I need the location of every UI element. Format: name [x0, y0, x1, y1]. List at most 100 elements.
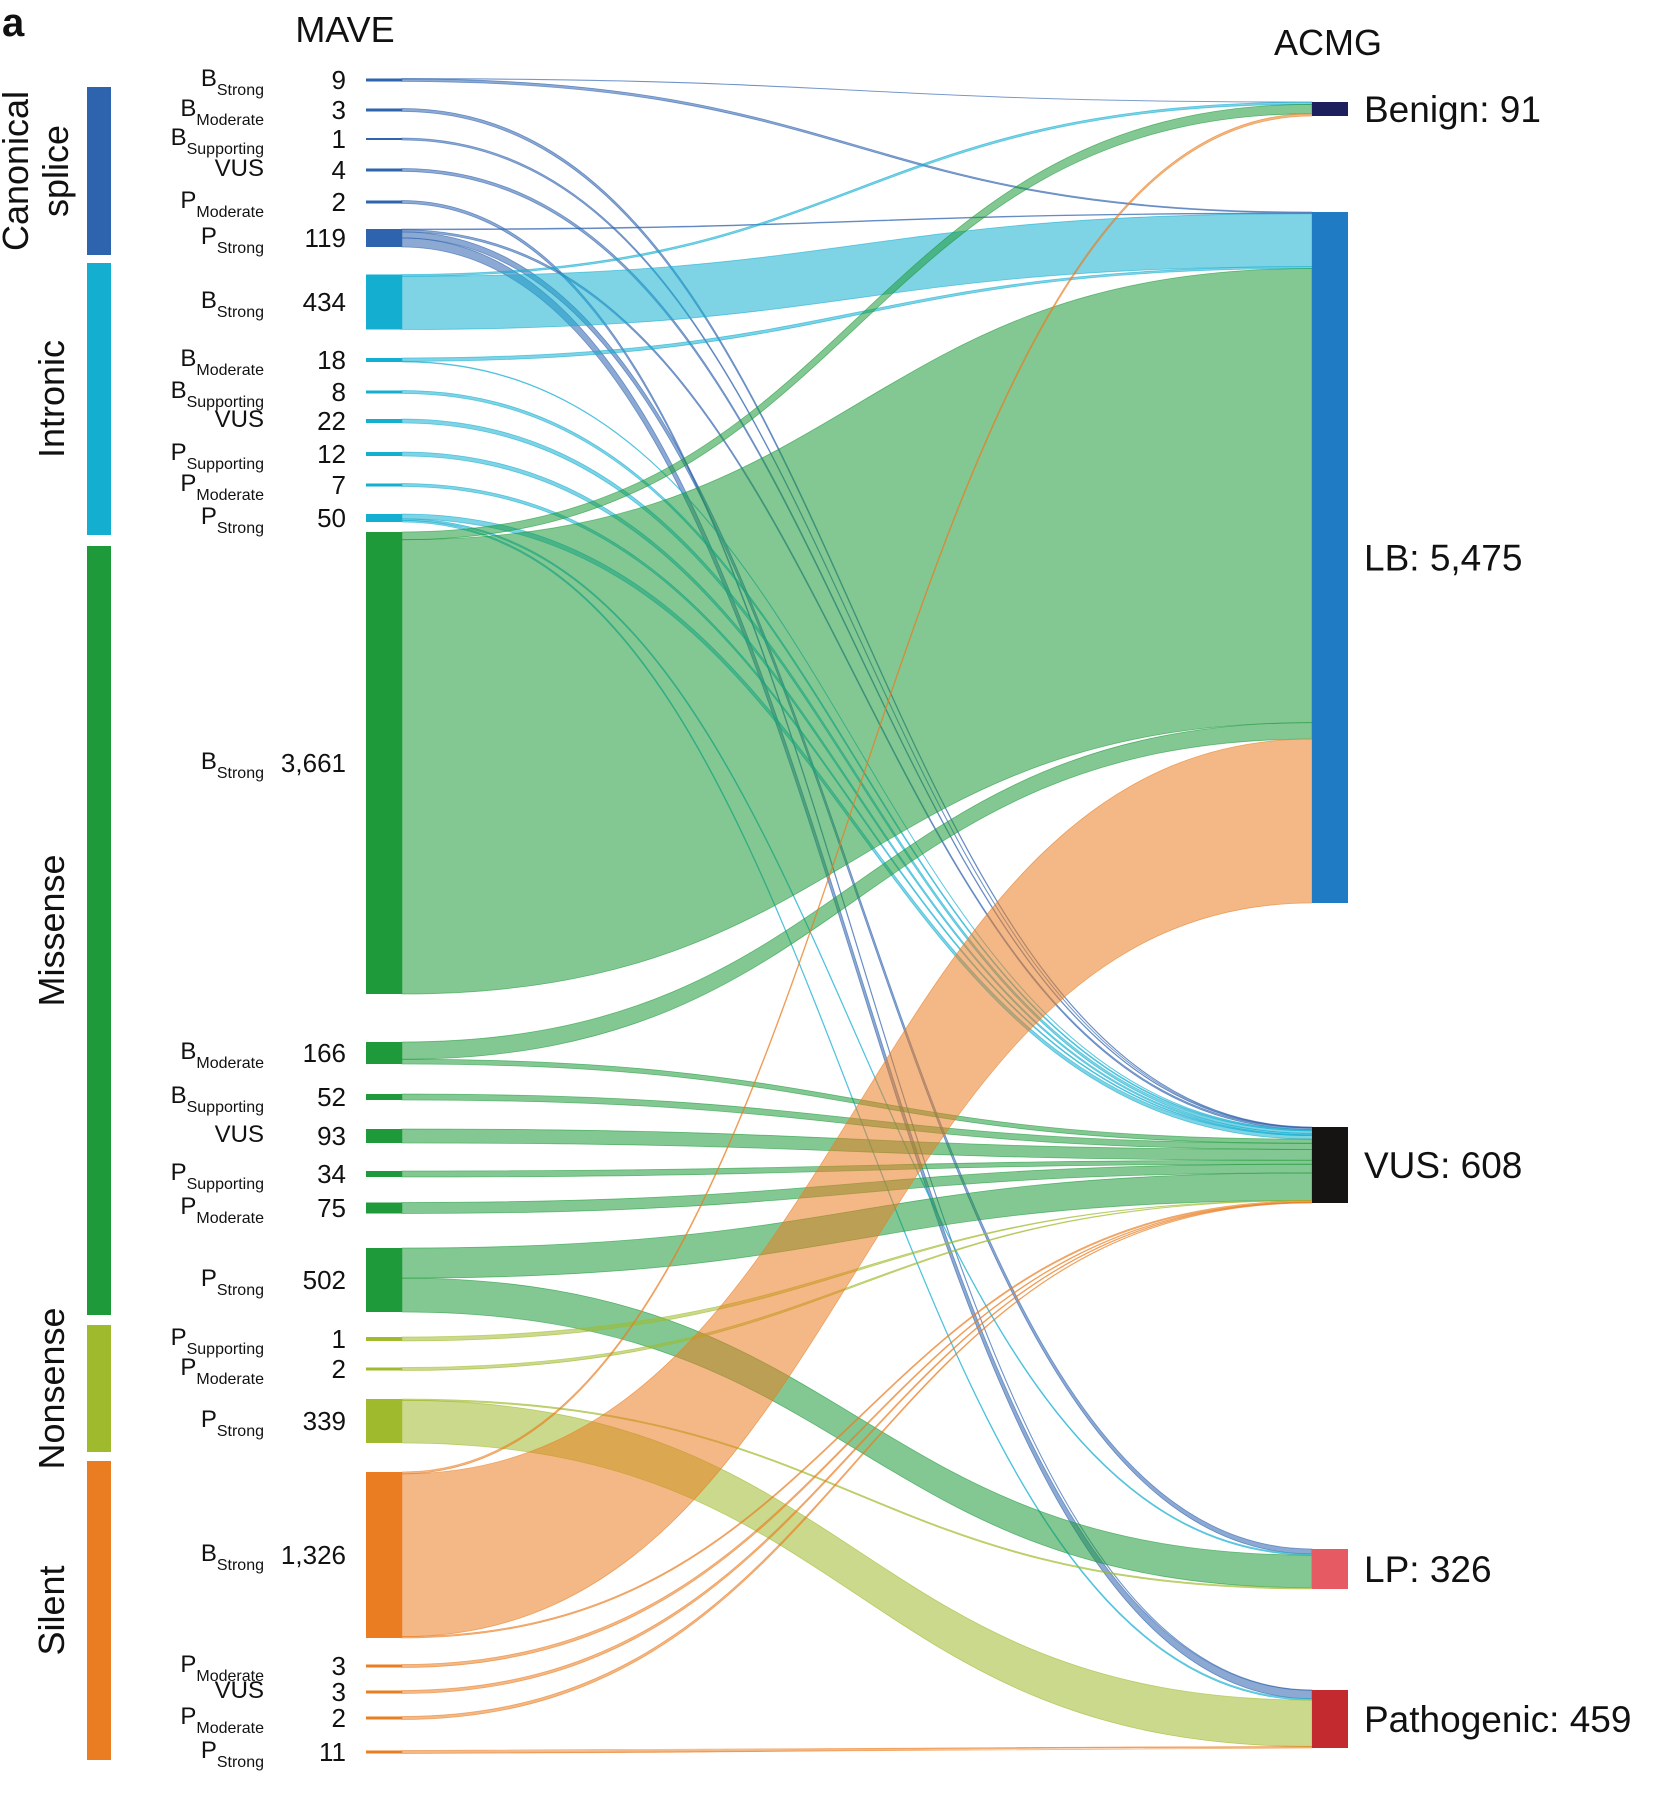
- target-label-vus: VUS: 608: [1364, 1145, 1522, 1186]
- source-node: [366, 1171, 402, 1177]
- source-label: BSupporting: [171, 124, 264, 158]
- left-axis-title: MAVE: [295, 9, 394, 50]
- source-label: PModerate: [180, 1651, 264, 1685]
- source-count: 11: [319, 1737, 346, 1767]
- target-label-benign: Benign: 91: [1364, 89, 1541, 130]
- source-count: 50: [317, 503, 346, 533]
- flow-27-to-pathogenic: [401, 1746, 1313, 1754]
- right-axis-title: ACMG: [1274, 22, 1382, 63]
- source-count: 434: [303, 287, 346, 317]
- source-node: [366, 1664, 402, 1668]
- source-count: 1: [332, 1324, 346, 1354]
- source-label: PModerate: [180, 187, 264, 221]
- target-node-lp: [1312, 1549, 1348, 1589]
- target-node-benign: [1312, 102, 1348, 116]
- source-count: 52: [317, 1082, 346, 1112]
- source-nodes: BStrong 9 BModerate 3 BSupporting 1 VUS 4 PModer…: [171, 65, 402, 1771]
- source-count: 339: [303, 1406, 346, 1436]
- source-node: [366, 390, 402, 394]
- category-groups: Canonicalsplice Intronic Missense Nonsense S…: [0, 87, 111, 1760]
- source-label: BModerate: [180, 95, 264, 129]
- source-node: [366, 419, 402, 423]
- source-label: BSupporting: [171, 1082, 264, 1116]
- source-node: [366, 274, 402, 330]
- source-node: [366, 1690, 402, 1694]
- source-node: [366, 1750, 402, 1754]
- target-label-pathogenic: Pathogenic: 459: [1364, 1699, 1631, 1740]
- flow-0-to-benign: [401, 78, 1313, 103]
- source-count: 3: [332, 1677, 346, 1707]
- source-node: [366, 1248, 402, 1312]
- group-label-nonsense: Nonsense: [31, 1307, 72, 1469]
- source-label: VUS: [215, 1677, 264, 1704]
- source-node: [366, 229, 402, 247]
- source-count: 502: [303, 1265, 346, 1295]
- source-count: 2: [332, 187, 346, 217]
- source-label: BStrong: [201, 287, 264, 321]
- source-label: BStrong: [201, 1540, 264, 1574]
- source-node: [366, 514, 402, 522]
- group-label-canonical-splice: Canonicalsplice: [0, 91, 76, 251]
- source-label: PStrong: [201, 223, 264, 257]
- source-count: 2: [332, 1354, 346, 1384]
- source-label: PSupporting: [171, 439, 264, 473]
- source-node: [366, 452, 402, 456]
- source-count: 22: [317, 406, 346, 436]
- source-node: [366, 138, 402, 140]
- source-label: VUS: [215, 1121, 264, 1148]
- source-node: [366, 1399, 402, 1443]
- source-count: 3: [332, 1651, 346, 1681]
- source-count: 7: [332, 470, 346, 500]
- source-node: [366, 1367, 402, 1371]
- group-bar-intronic: [87, 263, 111, 535]
- group-bar-missense: [87, 546, 111, 1315]
- source-label: PModerate: [180, 470, 264, 504]
- source-label: PSupporting: [171, 1324, 264, 1358]
- source-node: [366, 108, 402, 112]
- target-label-lb: LB: 5,475: [1364, 538, 1522, 579]
- source-node: [366, 1129, 402, 1143]
- source-label: BStrong: [201, 65, 264, 99]
- target-label-lp: LP: 326: [1364, 1549, 1492, 1590]
- source-count: 4: [332, 155, 346, 185]
- group-label-missense: Missense: [31, 854, 72, 1006]
- source-label: PStrong: [201, 503, 264, 537]
- source-count: 1,326: [281, 1540, 346, 1570]
- source-label: BStrong: [201, 748, 264, 782]
- source-count: 9: [332, 65, 346, 95]
- source-label: VUS: [215, 406, 264, 433]
- target-nodes: Benign: 91 LB: 5,475 VUS: 608 LP: 326 Pathog…: [1312, 89, 1631, 1748]
- target-node-vus: [1312, 1127, 1348, 1203]
- group-bar-canonical-splice: [87, 87, 111, 255]
- source-node: [366, 1472, 402, 1638]
- source-label: BSupporting: [171, 377, 264, 411]
- group-label-intronic: Intronic: [31, 340, 72, 458]
- source-node: [366, 200, 402, 204]
- source-label: VUS: [215, 155, 264, 182]
- source-count: 18: [317, 345, 346, 375]
- source-label: PModerate: [180, 1354, 264, 1388]
- source-count: 2: [332, 1703, 346, 1733]
- group-bar-silent: [87, 1461, 111, 1760]
- source-node: [366, 1337, 402, 1341]
- source-count: 8: [332, 377, 346, 407]
- source-node: [366, 1042, 402, 1064]
- source-label: PModerate: [180, 1193, 264, 1227]
- source-count: 166: [303, 1038, 346, 1068]
- source-node: [366, 1716, 402, 1720]
- source-node: [366, 78, 402, 82]
- source-count: 75: [317, 1193, 346, 1223]
- source-node: [366, 358, 402, 362]
- source-count: 1: [332, 124, 346, 154]
- source-node: [366, 168, 402, 172]
- source-node: [366, 532, 402, 994]
- source-label: BModerate: [180, 345, 264, 379]
- source-label: PStrong: [201, 1406, 264, 1440]
- group-label-silent: Silent: [31, 1565, 72, 1655]
- source-label: PSupporting: [171, 1159, 264, 1193]
- target-node-lb: [1312, 212, 1348, 903]
- flow-links: [401, 78, 1313, 1754]
- source-label: PStrong: [201, 1265, 264, 1299]
- source-count: 34: [317, 1159, 346, 1189]
